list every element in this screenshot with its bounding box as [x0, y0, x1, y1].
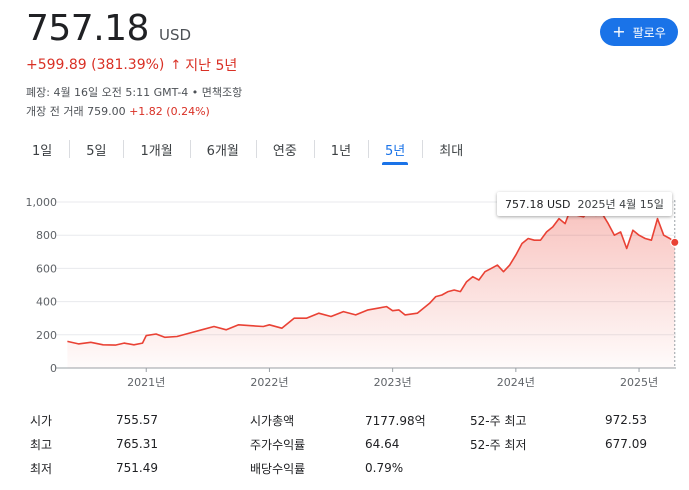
stat-value-col3-1: 677.09: [605, 437, 647, 451]
price-change: +599.89 (381.39%) ↑ 지난 5년: [26, 55, 237, 75]
tab-range-7[interactable]: 최대: [422, 137, 480, 161]
y-tick-label-4: 800: [36, 229, 57, 242]
tooltip-value: 757.18 USD: [505, 197, 571, 211]
stat-label-col3-0: 52-주 최고: [470, 413, 527, 428]
stat-value-col2-0: 7177.98억: [365, 413, 426, 428]
y-tick-label-0: 0: [50, 362, 57, 375]
tab-range-6[interactable]: 5년: [368, 137, 422, 165]
arrow-up-icon: ↑: [170, 57, 182, 73]
y-tick-label-5: 1,000: [26, 196, 58, 209]
stat-label-col3-1: 52-주 최저: [470, 437, 527, 452]
stat-value-col1-0: 755.57: [116, 413, 158, 427]
tab-range-3[interactable]: 6개월: [189, 137, 256, 161]
range-tabs: 1일 5일 1개월 6개월 연중 1년 5년 최대: [26, 136, 480, 165]
tab-range-4[interactable]: 연중: [255, 137, 314, 161]
premarket-meta: 개장 전 거래 759.00 +1.82 (0.24%): [26, 103, 210, 119]
current-price: 757.18: [26, 8, 149, 49]
follow-button-label: 팔로우: [632, 25, 666, 40]
stat-label-col2-0: 시가총액: [250, 413, 295, 428]
stat-label-col2-2: 배당수익률: [250, 461, 306, 476]
price-header: 757.18 USD: [26, 8, 191, 49]
x-tick-label-0: 2021년: [127, 376, 165, 389]
tab-range-1[interactable]: 5일: [69, 137, 123, 161]
stat-label-col1-0: 시가: [30, 413, 53, 428]
stat-label-col2-1: 주가수익률: [250, 437, 306, 452]
last-point-marker: [670, 237, 680, 247]
stat-value-col3-0: 972.53: [605, 413, 647, 427]
premarket-price: 개장 전 거래 759.00: [26, 105, 126, 118]
stat-value-col2-2: 0.79%: [365, 461, 404, 475]
tab-range-5[interactable]: 1년: [313, 137, 368, 161]
price-chart[interactable]: 0 200 400 600 800 1,000 2021년 2022년 2023년 2024년 20…: [0, 180, 689, 395]
x-tick-label-2: 2023년: [374, 376, 412, 389]
tab-range-0[interactable]: 1일: [32, 143, 53, 159]
price-area-fill: [67, 207, 675, 368]
stat-value-col1-1: 765.31: [116, 437, 158, 451]
premarket-change: +1.82 (0.24%): [129, 105, 210, 118]
change-value: +599.89 (381.39%): [26, 57, 165, 73]
stat-value-col1-2: 751.49: [116, 461, 158, 475]
close-meta: 폐장: 4월 16일 오전 5:11 GMT-4 • 면책조항: [26, 86, 243, 99]
plus-icon: +: [612, 22, 626, 41]
x-tick-label-1: 2022년: [250, 376, 288, 389]
stat-value-col2-1: 64.64: [365, 437, 400, 451]
chart-tooltip: 757.18 USD 2025년 4월 15일: [497, 192, 672, 216]
change-period: 지난 5년: [185, 58, 238, 74]
y-tick-label-1: 200: [36, 329, 57, 342]
stat-label-col1-2: 최저: [30, 461, 53, 476]
y-tick-label-2: 400: [36, 296, 57, 309]
x-tick-label-3: 2024년: [497, 376, 535, 389]
x-tick-label-4: 2025년: [620, 376, 658, 389]
stat-label-col1-1: 최고: [30, 437, 53, 452]
tooltip-date: 2025년 4월 15일: [577, 198, 664, 211]
tab-range-2[interactable]: 1개월: [123, 137, 189, 161]
y-tick-label-3: 600: [36, 262, 57, 275]
follow-button[interactable]: + 팔로우: [600, 18, 678, 46]
currency-code: USD: [158, 26, 192, 44]
